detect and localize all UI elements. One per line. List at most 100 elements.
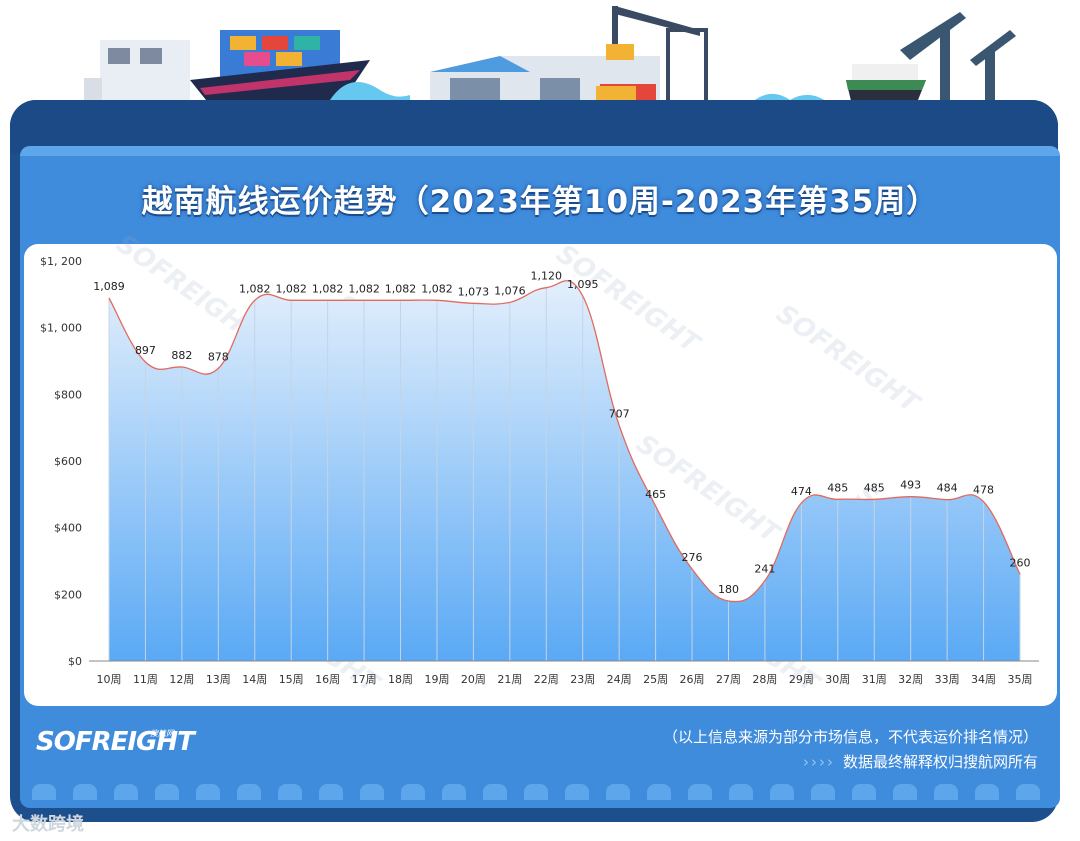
x-tick-label: 20周 bbox=[461, 673, 486, 686]
x-tick-label: 24周 bbox=[607, 673, 632, 686]
y-tick-label: $800 bbox=[54, 388, 82, 401]
scallop-tooth bbox=[114, 784, 138, 800]
x-tick-label: 15周 bbox=[279, 673, 304, 686]
scallop-tooth bbox=[852, 784, 876, 800]
scallop-tooth bbox=[237, 784, 261, 800]
brand-logo: SOFREIGHT bbox=[36, 727, 195, 757]
cruise-ship-icon bbox=[846, 64, 926, 105]
x-tick-label: 17周 bbox=[352, 673, 377, 686]
wave-icon bbox=[330, 82, 410, 105]
x-tick-label: 12周 bbox=[169, 673, 194, 686]
crane-left-icon bbox=[84, 40, 190, 100]
scallop-tooth bbox=[934, 784, 958, 800]
scallop-tooth bbox=[893, 784, 917, 800]
x-tick-label: 29周 bbox=[789, 673, 814, 686]
data-label: 478 bbox=[973, 484, 994, 497]
x-tick-label: 32周 bbox=[898, 673, 923, 686]
scallop-tooth bbox=[360, 784, 384, 800]
scallop-tooth bbox=[319, 784, 343, 800]
data-label: 485 bbox=[827, 481, 848, 494]
x-tick-label: 19周 bbox=[424, 673, 449, 686]
chart-card: SOFREIGHT SOFREIGHT SOFREIGHT SOFREIGHT … bbox=[24, 229, 1057, 706]
data-label: 241 bbox=[754, 563, 775, 576]
x-tick-label: 33周 bbox=[935, 673, 960, 686]
x-tick-label: 18周 bbox=[388, 673, 413, 686]
x-tick-label: 30周 bbox=[825, 673, 850, 686]
data-label: 493 bbox=[900, 479, 921, 492]
scallop-tooth bbox=[524, 784, 548, 800]
x-tick-label: 21周 bbox=[497, 673, 522, 686]
data-label: 276 bbox=[682, 551, 703, 564]
cargo-ship-icon bbox=[190, 30, 370, 105]
data-label: 1,073 bbox=[458, 285, 490, 298]
data-label: 485 bbox=[864, 481, 885, 494]
scallop-tooth bbox=[442, 784, 466, 800]
scallop-tooth bbox=[770, 784, 794, 800]
rights-text: 数据最终解释权归搜航网所有 bbox=[842, 753, 1038, 771]
y-tick-label: $400 bbox=[54, 522, 82, 535]
inner-panel-band bbox=[20, 146, 1060, 156]
scallop-tooth bbox=[401, 784, 425, 800]
x-tick-label: 13周 bbox=[206, 673, 231, 686]
scallop-tooth bbox=[483, 784, 507, 800]
y-tick-label: $200 bbox=[54, 588, 82, 601]
bottom-watermark: 大数跨境 bbox=[12, 814, 84, 835]
x-tick-label: 22周 bbox=[534, 673, 559, 686]
data-label: 1,082 bbox=[421, 282, 453, 295]
area-chart: $0 $200 $400 $600 $800 $1, 000 $1, 200 10周 11周 1… bbox=[40, 255, 1039, 686]
data-label: 1,120 bbox=[531, 270, 563, 283]
x-tick-label: 27周 bbox=[716, 673, 741, 686]
y-tick-label: $0 bbox=[68, 655, 82, 668]
brand-logo-sub: 搜航网 bbox=[150, 729, 174, 738]
scallop-tooth bbox=[32, 784, 56, 800]
rights-note: ›››› 数据最终解释权归搜航网所有 bbox=[803, 751, 1038, 772]
warehouse-icon bbox=[430, 56, 660, 100]
data-label: 1,082 bbox=[385, 282, 417, 295]
scallop-tooth bbox=[688, 784, 712, 800]
scallop-tooth bbox=[647, 784, 671, 800]
data-label: 260 bbox=[1010, 556, 1031, 569]
data-label: 1,082 bbox=[239, 282, 271, 295]
data-label: 474 bbox=[791, 485, 812, 498]
data-label: 484 bbox=[937, 482, 958, 495]
x-tick-label: 31周 bbox=[862, 673, 887, 686]
x-tick-label: 14周 bbox=[242, 673, 267, 686]
scallop-tooth bbox=[73, 784, 97, 800]
data-label: 465 bbox=[645, 488, 666, 501]
x-tick-label: 34周 bbox=[971, 673, 996, 686]
y-tick-label: $1, 000 bbox=[40, 322, 82, 335]
data-label: 1,082 bbox=[348, 282, 380, 295]
gantry-crane-icon bbox=[606, 6, 708, 108]
scallop-tooth bbox=[1016, 784, 1040, 800]
data-label: 707 bbox=[609, 407, 630, 420]
scallop-tooth bbox=[196, 784, 220, 800]
data-label: 882 bbox=[171, 349, 192, 362]
data-label: 1,082 bbox=[312, 282, 344, 295]
series-line bbox=[108, 280, 1021, 603]
x-tick-label: 16周 bbox=[315, 673, 340, 686]
data-label: 1,095 bbox=[567, 278, 599, 291]
frame-header-band bbox=[10, 100, 1058, 154]
crane-right-icon bbox=[900, 12, 1016, 106]
x-tick-label: 28周 bbox=[752, 673, 777, 686]
scallop-tooth bbox=[155, 784, 179, 800]
chevron-arrows-icon: ›››› bbox=[802, 753, 835, 771]
scallop-tooth bbox=[729, 784, 753, 800]
scallop-tooth bbox=[278, 784, 302, 800]
data-label: 1,082 bbox=[275, 282, 307, 295]
x-tick-label: 23周 bbox=[570, 673, 595, 686]
x-tick-label: 11周 bbox=[133, 673, 158, 686]
y-tick-label: $600 bbox=[54, 455, 82, 468]
scallop-tooth bbox=[975, 784, 999, 800]
scallop-tooth bbox=[565, 784, 589, 800]
y-tick-label: $1, 200 bbox=[40, 255, 82, 268]
x-tick-label: 26周 bbox=[680, 673, 705, 686]
data-label: 180 bbox=[718, 583, 739, 596]
scallop-tooth bbox=[606, 784, 630, 800]
source-note: （以上信息来源为部分市场信息，不代表运价排名情况） bbox=[662, 728, 1038, 746]
area-fill bbox=[109, 280, 1020, 661]
data-label: 878 bbox=[208, 350, 229, 363]
x-tick-label: 10周 bbox=[97, 673, 122, 686]
x-tick-label: 25周 bbox=[643, 673, 668, 686]
data-label: 1,076 bbox=[494, 284, 526, 297]
